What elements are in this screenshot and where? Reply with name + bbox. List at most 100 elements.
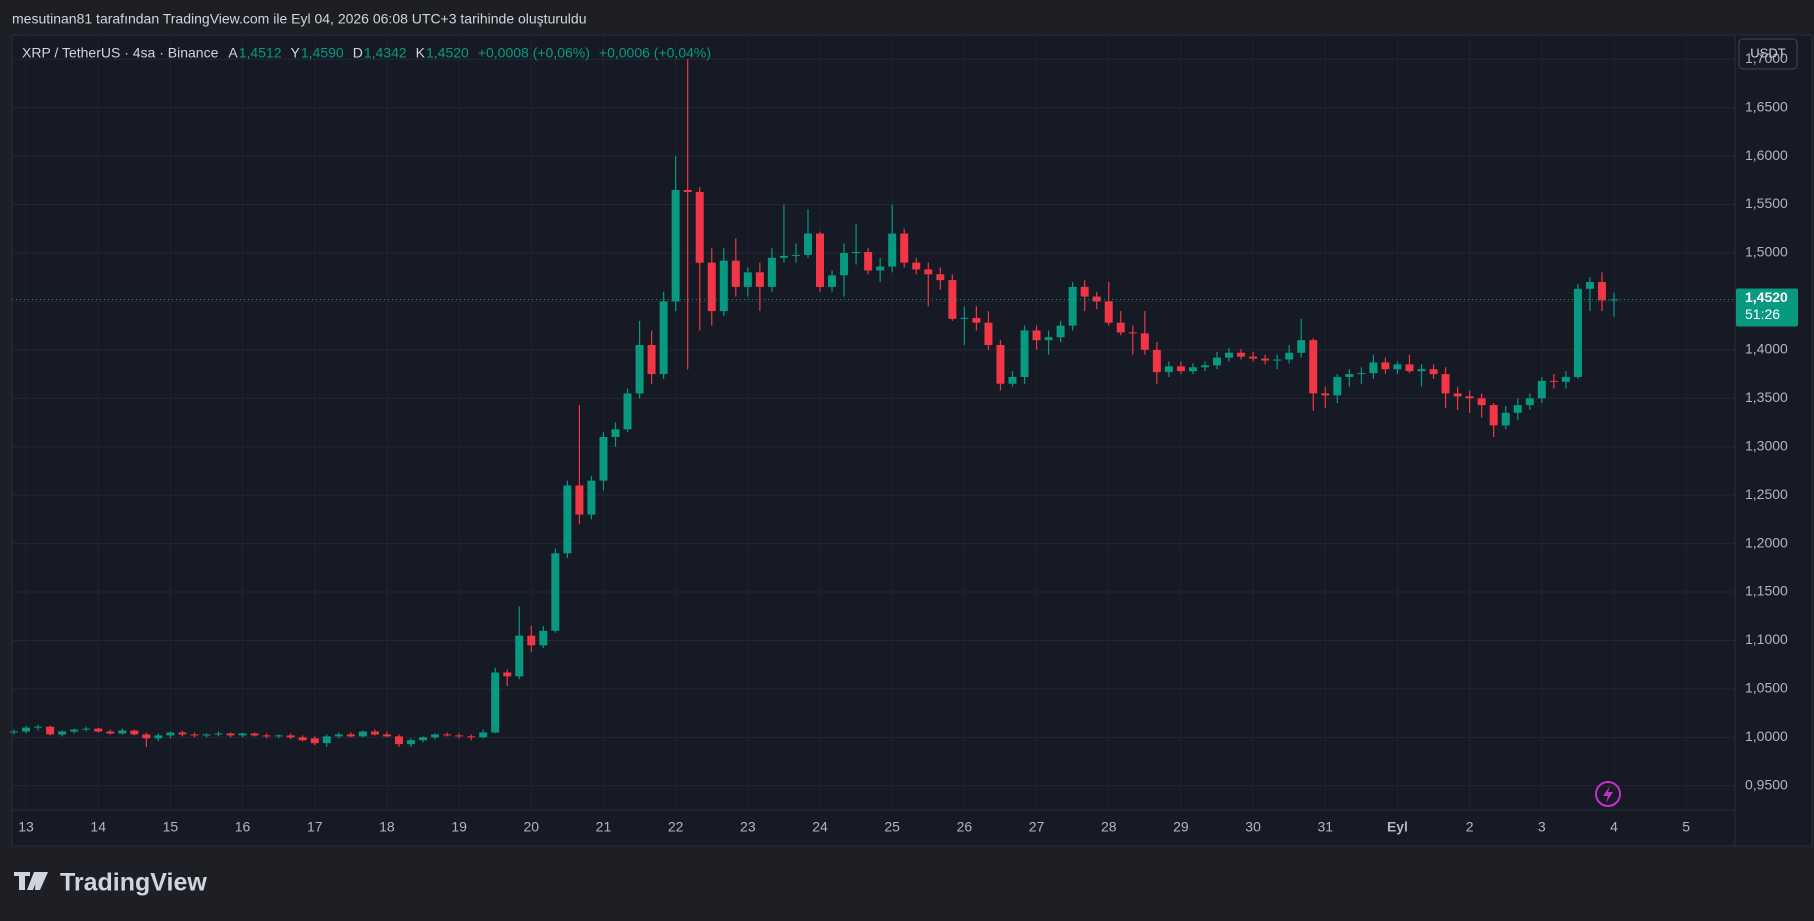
candle-body [1044,337,1053,341]
candle-body [226,733,235,736]
x-tick-label: 4 [1610,819,1618,835]
candle-body [1152,349,1161,373]
y-tick-label: 1,5000 [1745,244,1788,260]
ohlc-key: K [416,45,426,61]
logo-text: TradingView [60,869,207,897]
x-tick-label: 28 [1101,819,1117,835]
candle-body [250,733,259,736]
candle-body [1200,365,1209,368]
candle-body [1140,333,1149,350]
x-tick-label: 31 [1317,819,1333,835]
candle-body [238,733,247,736]
candle-body [828,275,837,287]
candle-body [1128,332,1137,334]
candle-body [118,730,127,734]
candle-body [1393,364,1402,370]
candle-body [852,252,861,253]
symbol[interactable]: XRP / TetherUS · 4sa · Binance [22,45,219,61]
candle-body [599,437,608,481]
candle-body [94,728,103,732]
ohlc-key: A [228,45,238,61]
candle-body [1585,282,1594,289]
candle-body [695,191,704,263]
candle-body [611,429,620,438]
candle-body [1561,376,1570,382]
candle-body [503,672,512,677]
candle-body [322,736,331,744]
y-tick-label: 1,5500 [1745,195,1788,211]
x-tick-label: Eyl [1387,819,1408,835]
candle-body [274,735,283,737]
y-tick-label: 1,6500 [1745,98,1788,114]
candle-body [1285,352,1294,360]
candle-body [719,260,728,312]
candle-body [791,254,800,256]
candle-body [1441,374,1450,394]
candle-body [1273,359,1282,361]
ohlc-value: 1,4590 [301,45,344,61]
x-tick-label: 2 [1466,819,1474,835]
candle-body [1609,299,1618,301]
candle-body [1597,282,1606,301]
candle-body [551,553,560,631]
y-tick-label: 1,0500 [1745,680,1788,696]
x-tick-label: 21 [596,819,612,835]
candle-body [70,729,79,732]
candle-body [346,734,355,737]
last-price-label: 1,4520 [1745,289,1788,305]
y-tick-label: 0,9500 [1745,776,1788,792]
x-tick-label: 16 [235,819,251,835]
candle-body [767,257,776,287]
x-tick-label: 20 [524,819,540,835]
candle-body [515,635,524,677]
candle-body [443,734,452,736]
candle-body [382,734,391,737]
x-tick-label: 25 [884,819,900,835]
candle-body [467,736,476,738]
candle-body [178,732,187,735]
candle-body [1513,405,1522,413]
ohlc-key: D [353,45,363,61]
candle-body [1008,376,1017,384]
x-tick-label: 5 [1682,819,1690,835]
candle-body [166,732,175,736]
candle-body [1333,376,1342,396]
candle-body [142,734,151,739]
y-tick-label: 1,3500 [1745,389,1788,405]
candle-body [900,233,909,263]
candle-body [419,737,428,741]
candle-body [671,190,680,302]
y-tick-label: 1,7000 [1745,50,1788,66]
candle-body [575,485,584,515]
currency-button[interactable] [1738,38,1798,70]
candle-body [214,733,223,735]
candle-body [743,272,752,287]
candle-body [406,740,415,745]
credit: mesutinan81 tarafından TradingView.com i… [12,11,587,27]
candle-body [803,233,812,255]
candle-body [731,260,740,287]
x-tick-label: 22 [668,819,684,835]
candle-body [1525,398,1534,406]
candle-body [1116,322,1125,333]
x-tick-label: 13 [18,819,34,835]
candle-body [539,630,548,646]
candle-body [1321,393,1330,396]
ohlc-key: Y [291,45,301,61]
candle-body [1537,380,1546,399]
candle-body [1501,412,1510,426]
candle-body [298,737,307,741]
candle-body [1549,380,1558,382]
candle-body [1104,301,1113,323]
ohlc-value: 1,4520 [426,45,469,61]
candle-body [455,735,464,737]
candle-body [683,190,692,192]
candle-body [1164,366,1173,373]
candle-body [34,726,43,728]
candle-body [358,731,367,737]
currency[interactable]: USDT [1750,45,1785,60]
countdown: 51:26 [1745,306,1780,322]
x-tick-label: 26 [957,819,973,835]
alert-icon[interactable] [1595,781,1621,807]
